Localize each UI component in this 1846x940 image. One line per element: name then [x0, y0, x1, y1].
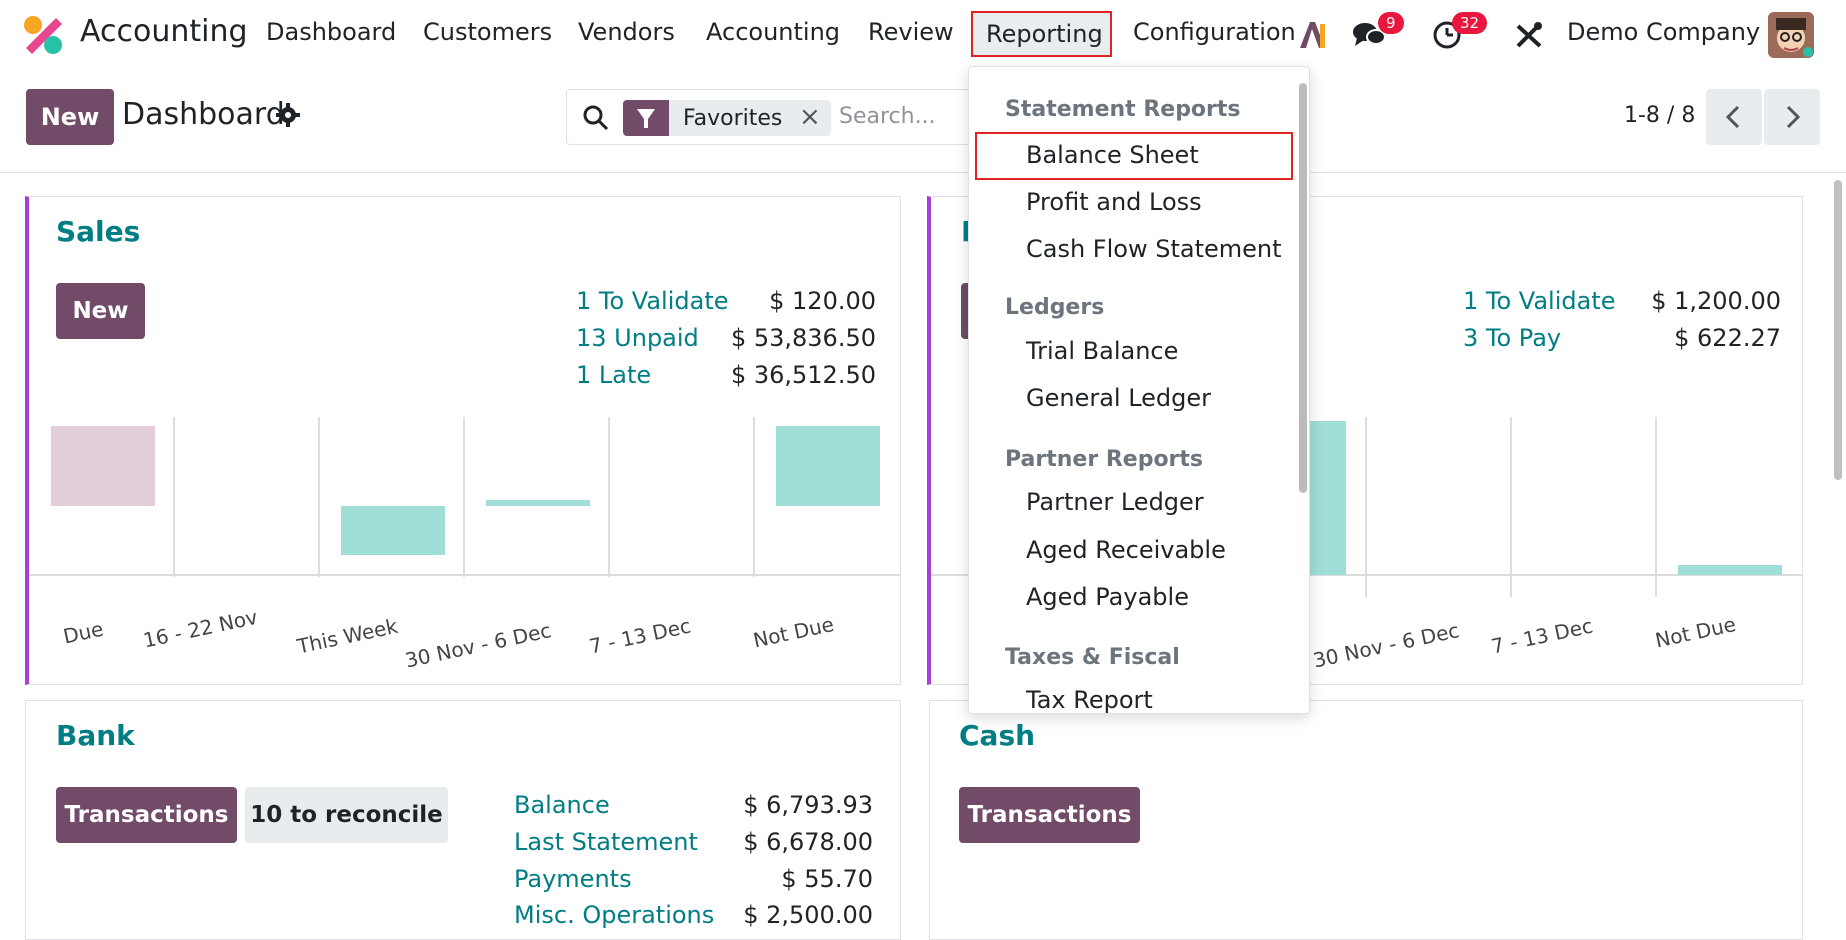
page-scrollbar[interactable] — [1834, 180, 1842, 480]
bank-last-statement-label[interactable]: Last Statement — [514, 828, 698, 856]
ai-icon[interactable] — [1298, 20, 1328, 50]
purchases-xlabel-30nov-6dec: 30 Nov - 6 Dec — [1311, 618, 1462, 673]
page-title: Dashboard — [122, 97, 285, 132]
sales-bar-30nov-6dec[interactable] — [486, 500, 590, 506]
bank-reconcile-button[interactable]: 10 to reconcile — [245, 787, 448, 843]
purchases-bar-not-due[interactable] — [1678, 565, 1782, 575]
dd-section-ledgers: Ledgers — [1005, 295, 1105, 320]
sales-late-value: $ 36,512.50 — [730, 361, 876, 389]
sales-xlabel-30nov-6dec: 30 Nov - 6 Dec — [403, 618, 554, 673]
pager-value[interactable]: 1-8 / 8 — [1624, 103, 1696, 128]
nav-vendors[interactable]: Vendors — [578, 18, 675, 46]
new-button[interactable]: New — [26, 89, 114, 145]
dd-item-general-ledger[interactable]: General Ledger — [1026, 384, 1212, 412]
chevron-left-icon — [1725, 105, 1740, 129]
pager-previous-button[interactable] — [1706, 89, 1762, 145]
activities-badge: 32 — [1452, 12, 1488, 34]
activity-clock-icon[interactable] — [1432, 20, 1462, 50]
bank-card: Bank Transactions 10 to reconcile Balanc… — [25, 700, 901, 940]
top-navbar: Accounting Dashboard Customers Vendors A… — [0, 0, 1846, 69]
sales-unpaid-link[interactable]: 13 Unpaid — [576, 324, 699, 352]
sales-xlabel-due: Due — [61, 616, 106, 649]
nav-review[interactable]: Review — [868, 18, 954, 46]
nav-reporting-label: Reporting — [986, 20, 1103, 48]
nav-configuration[interactable]: Configuration — [1133, 18, 1296, 46]
cash-title[interactable]: Cash — [959, 719, 1036, 752]
sales-bar-due[interactable] — [51, 426, 155, 506]
dd-item-tax-report[interactable]: Tax Report — [1026, 686, 1153, 714]
pager-next-button[interactable] — [1764, 89, 1820, 145]
sales-chart[interactable] — [29, 417, 901, 577]
nav-reporting[interactable]: Reporting — [971, 11, 1112, 57]
avatar-icon — [1768, 12, 1814, 58]
sales-xlabel-not-due: Not Due — [751, 611, 836, 653]
balance-sheet-highlight — [975, 132, 1293, 180]
gear-icon[interactable] — [276, 103, 300, 127]
cash-transactions-button[interactable]: Transactions — [959, 787, 1140, 843]
purchases-to-validate-link[interactable]: 1 To Validate — [1463, 287, 1616, 315]
chevron-right-icon — [1786, 105, 1801, 129]
dd-item-balance-sheet[interactable]: Balance Sheet — [1026, 141, 1199, 169]
sales-bar-this-week[interactable] — [341, 506, 445, 555]
tools-icon[interactable] — [1514, 20, 1544, 50]
purchases-xlabel-not-due: Not Due — [1653, 611, 1738, 653]
dropdown-scrollbar[interactable] — [1299, 83, 1307, 493]
messages-badge: 9 — [1378, 12, 1404, 34]
nav-customers[interactable]: Customers — [423, 18, 553, 46]
sales-bar-not-due[interactable] — [776, 426, 880, 506]
sales-xlabel-7-13-dec: 7 - 13 Dec — [587, 613, 693, 659]
search-input[interactable]: Search... — [839, 104, 936, 129]
search-bar: Favorites × Search... — [566, 89, 986, 145]
reporting-dropdown: Statement Reports Balance Sheet Profit a… — [968, 66, 1310, 714]
dd-item-profit-and-loss[interactable]: Profit and Loss — [1026, 188, 1202, 216]
sales-xlabel-this-week: This Week — [295, 613, 400, 659]
bank-balance-label[interactable]: Balance — [514, 791, 610, 819]
messages-icon[interactable] — [1352, 20, 1386, 50]
purchases-xlabel-7-13-dec: 7 - 13 Dec — [1489, 613, 1595, 659]
dd-item-partner-ledger[interactable]: Partner Ledger — [1026, 488, 1204, 516]
sales-xlabel-16-22-nov: 16 - 22 Nov — [141, 604, 260, 653]
dd-item-trial-balance[interactable]: Trial Balance — [1026, 337, 1179, 365]
filter-icon — [623, 100, 669, 136]
bank-transactions-button[interactable]: Transactions — [56, 787, 237, 843]
app-title[interactable]: Accounting — [80, 14, 248, 49]
purchases-to-validate-value: $ 1,200.00 — [1651, 287, 1781, 315]
user-avatar[interactable] — [1768, 12, 1814, 58]
bank-misc-operations-value: $ 2,500.00 — [743, 901, 873, 929]
purchases-to-pay-link[interactable]: 3 To Pay — [1463, 324, 1562, 352]
bank-last-statement-value: $ 6,678.00 — [743, 828, 873, 856]
bank-title[interactable]: Bank — [56, 719, 135, 752]
bank-misc-operations-label[interactable]: Misc. Operations — [514, 901, 715, 929]
sales-title[interactable]: Sales — [56, 215, 141, 248]
app-logo-icon[interactable] — [22, 14, 64, 56]
remove-filter-icon[interactable]: × — [799, 102, 821, 132]
company-name[interactable]: Demo Company — [1567, 18, 1761, 46]
dd-section-statement-reports: Statement Reports — [1005, 97, 1241, 122]
filter-chip-label: Favorites — [683, 106, 783, 131]
sales-card: Sales New 1 To Validate $ 120.00 13 Unpa… — [25, 196, 901, 685]
sales-new-button[interactable]: New — [56, 283, 145, 339]
dd-item-aged-payable[interactable]: Aged Payable — [1026, 583, 1189, 611]
sales-late-link[interactable]: 1 Late — [576, 361, 652, 389]
cash-card: Cash Transactions — [929, 700, 1803, 940]
control-panel: New Dashboard Favorites × Search... 1-8 … — [0, 69, 1846, 173]
sales-to-validate-value: $ 120.00 — [769, 287, 876, 315]
bank-payments-label[interactable]: Payments — [514, 865, 632, 893]
nav-dashboard[interactable]: Dashboard — [266, 18, 397, 46]
sales-to-validate-link[interactable]: 1 To Validate — [576, 287, 729, 315]
dd-section-partner-reports: Partner Reports — [1005, 447, 1204, 472]
search-icon[interactable] — [583, 105, 609, 131]
dd-section-taxes-fiscal: Taxes & Fiscal — [1005, 645, 1180, 670]
bank-balance-value: $ 6,793.93 — [743, 791, 873, 819]
dd-item-aged-receivable[interactable]: Aged Receivable — [1026, 536, 1226, 564]
bank-payments-value: $ 55.70 — [781, 865, 873, 893]
dd-item-cash-flow-statement[interactable]: Cash Flow Statement — [1026, 235, 1282, 263]
nav-accounting[interactable]: Accounting — [706, 18, 841, 46]
sales-unpaid-value: $ 53,836.50 — [730, 324, 876, 352]
filter-chip: Favorites × — [623, 100, 831, 136]
purchases-to-pay-value: $ 622.27 — [1674, 324, 1781, 352]
